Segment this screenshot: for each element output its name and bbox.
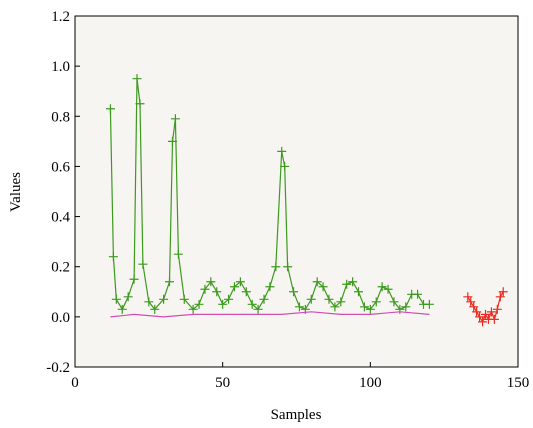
data-point-marker (224, 294, 234, 304)
data-point-marker (354, 287, 364, 297)
data-point-marker (218, 299, 228, 309)
data-point-marker (212, 287, 222, 297)
data-point-marker (289, 287, 299, 297)
data-point-marker (271, 262, 281, 272)
data-point-marker (159, 294, 169, 304)
data-point-marker (466, 297, 476, 307)
data-point-marker (138, 259, 148, 269)
data-point-marker (105, 104, 115, 114)
x-axis-label: Samples (271, 407, 322, 423)
data-point-marker (492, 304, 502, 314)
data-point-marker (371, 297, 381, 307)
y-tick-label: 0.2 (51, 260, 70, 276)
data-point-marker (108, 252, 118, 262)
data-point-marker (306, 294, 316, 304)
series-line (110, 311, 430, 318)
data-point-marker (413, 289, 423, 299)
data-point-marker (194, 299, 204, 309)
data-point-marker (475, 312, 485, 322)
data-point-marker (179, 294, 189, 304)
data-point-marker (424, 299, 434, 309)
data-point-marker (247, 299, 257, 309)
data-point-marker (167, 136, 177, 146)
data-point-marker (336, 297, 346, 307)
y-tick-label: 1.2 (51, 9, 70, 25)
data-point-marker (495, 292, 505, 302)
data-point-marker (235, 277, 245, 287)
y-tick-label: 0.8 (51, 109, 70, 125)
data-point-marker (389, 297, 399, 307)
y-tick-label: -0.2 (46, 360, 70, 376)
data-point-marker (117, 304, 127, 314)
x-tick-label: 100 (359, 375, 382, 391)
y-tick-label: 0.4 (51, 210, 70, 226)
data-point-marker (144, 297, 154, 307)
series-3 (463, 287, 508, 327)
data-point-marker (401, 302, 411, 312)
series-2 (110, 311, 430, 318)
data-point-marker (135, 99, 145, 109)
data-point-marker (478, 317, 488, 327)
data-point-marker (294, 302, 304, 312)
data-point-marker (200, 284, 210, 294)
ticks-layer: 0 50 100 150 -0.2 0.0 0.2 0.4 0.6 0.8 1.0 1.2 (46, 9, 529, 391)
data-point-marker (486, 307, 496, 317)
data-point-marker (481, 309, 491, 319)
series-layer (105, 74, 508, 327)
x-tick-label: 0 (71, 375, 79, 391)
data-point-marker (318, 282, 328, 292)
data-point-marker (129, 274, 139, 284)
x-tick-label: 150 (507, 375, 530, 391)
data-point-marker (241, 287, 251, 297)
data-point-marker (259, 294, 269, 304)
data-point-marker (170, 114, 180, 124)
data-point-marker (472, 307, 482, 317)
x-tick-label: 50 (215, 375, 230, 391)
data-point-marker (253, 304, 263, 314)
data-point-marker (330, 302, 340, 312)
data-point-marker (265, 282, 275, 292)
data-point-marker (150, 304, 160, 314)
data-point-marker (123, 292, 133, 302)
series-1 (105, 74, 434, 314)
y-tick-label: 0.0 (51, 310, 70, 326)
data-point-marker (206, 277, 216, 287)
data-point-marker (383, 284, 393, 294)
data-point-marker (283, 262, 293, 272)
data-point-marker (469, 302, 479, 312)
data-point-marker (463, 292, 473, 302)
y-axis-label: Values (8, 172, 24, 212)
y-tick-label: 1.0 (51, 59, 70, 75)
data-point-marker (165, 277, 175, 287)
data-point-marker (277, 146, 287, 156)
data-point-marker (229, 282, 239, 292)
y-tick-label: 0.6 (51, 159, 70, 175)
data-point-marker (489, 314, 499, 324)
data-point-marker (324, 294, 334, 304)
data-point-marker (498, 287, 508, 297)
data-point-marker (365, 304, 375, 314)
data-point-marker (188, 304, 198, 314)
data-point-marker (359, 302, 369, 312)
data-point-marker (280, 161, 290, 171)
plot-frame (74, 15, 519, 368)
data-point-marker (377, 282, 387, 292)
data-point-marker (132, 74, 142, 84)
plot-background (75, 16, 518, 367)
data-point-marker (348, 277, 358, 287)
data-point-marker (111, 294, 121, 304)
data-point-marker (342, 279, 352, 289)
data-point-marker (173, 249, 183, 259)
data-point-marker (312, 277, 322, 287)
